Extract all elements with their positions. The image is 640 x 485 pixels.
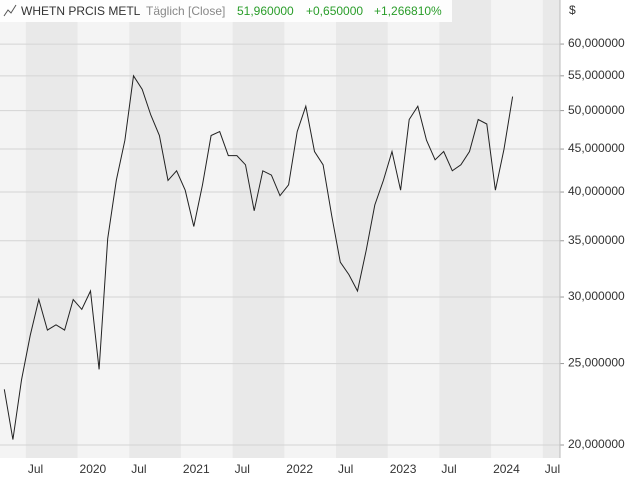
x-band xyxy=(439,0,492,458)
x-tick-label: Jul xyxy=(131,462,146,476)
x-tick-label: Jul xyxy=(28,462,43,476)
x-tick-label: 2022 xyxy=(286,462,313,476)
y-tick-label: 45,000000 xyxy=(568,141,625,155)
x-tick-label: Jul xyxy=(235,462,250,476)
y-tick-label: 60,000000 xyxy=(568,36,625,50)
percent-change: +1,266810% xyxy=(374,4,442,18)
chart-title: WHETN PRCIS METL xyxy=(21,4,141,18)
y-tick-label: 55,000000 xyxy=(568,68,625,82)
interval: Täglich [Close] xyxy=(146,4,225,18)
last-price: 51,960000 xyxy=(237,4,294,18)
x-band xyxy=(25,0,78,458)
x-band xyxy=(542,0,560,458)
y-tick-label: 40,000000 xyxy=(568,184,625,198)
price-line xyxy=(3,74,514,440)
x-band xyxy=(232,0,285,458)
price-change: +0,650000 xyxy=(306,4,363,18)
x-band xyxy=(336,0,388,458)
y-tick-label: 20,000000 xyxy=(568,437,625,451)
plot-background xyxy=(0,0,560,458)
x-tick-label: 2021 xyxy=(183,462,210,476)
x-tick-label: 2024 xyxy=(493,462,520,476)
x-tick-label: Jul xyxy=(545,462,560,476)
x-band xyxy=(129,0,181,458)
line-icon xyxy=(3,4,17,17)
y-unit: $ xyxy=(569,3,576,17)
x-tick-label: 2020 xyxy=(80,462,107,476)
header-bar xyxy=(0,0,452,22)
y-tick-label: 30,000000 xyxy=(568,289,625,303)
y-tick-label: 35,000000 xyxy=(568,233,625,247)
x-tick-label: Jul xyxy=(441,462,456,476)
x-tick-label: 2023 xyxy=(390,462,417,476)
x-tick-label: Jul xyxy=(338,462,353,476)
y-tick-label: 25,000000 xyxy=(568,356,625,370)
y-tick-label: 50,000000 xyxy=(568,103,625,117)
